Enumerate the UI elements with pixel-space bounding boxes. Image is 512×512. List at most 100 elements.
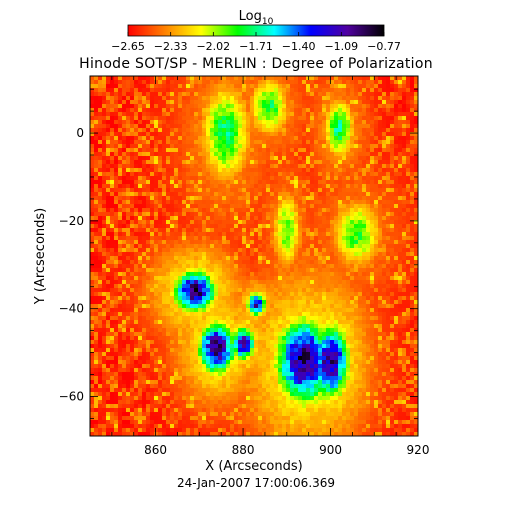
heatmap-cell — [110, 200, 115, 205]
heatmap-cell — [302, 256, 307, 261]
heatmap-cell — [174, 252, 179, 257]
heatmap-cell — [166, 112, 171, 117]
heatmap-cell — [390, 132, 395, 137]
heatmap-cell — [270, 224, 275, 229]
heatmap-cell — [262, 208, 267, 213]
heatmap-cell — [342, 124, 347, 129]
heatmap-cell — [246, 88, 251, 93]
heatmap-cell — [198, 244, 203, 249]
heatmap-cell — [226, 88, 231, 93]
heatmap-cell — [330, 176, 335, 181]
heatmap-cell — [98, 148, 103, 153]
heatmap-cell — [374, 160, 379, 165]
heatmap-cell — [114, 104, 119, 109]
heatmap-cell — [222, 144, 227, 149]
heatmap-cell — [138, 100, 143, 105]
heatmap-cell — [170, 184, 175, 189]
heatmap-cell — [354, 168, 359, 173]
heatmap-cell — [334, 160, 339, 165]
heatmap-cell — [242, 92, 247, 97]
heatmap-cell — [90, 264, 95, 269]
heatmap-cell — [274, 124, 279, 129]
heatmap-cell — [122, 316, 127, 321]
heatmap-cell — [166, 300, 171, 305]
heatmap-cell — [346, 280, 351, 285]
heatmap-cell — [194, 100, 199, 105]
heatmap-cell — [110, 236, 115, 241]
heatmap-cell — [374, 192, 379, 197]
heatmap-cell — [90, 128, 95, 133]
heatmap-cell — [374, 252, 379, 257]
heatmap-cell — [134, 300, 139, 305]
heatmap-cell — [198, 76, 203, 81]
heatmap-cell — [314, 240, 319, 245]
heatmap-cell — [250, 164, 255, 169]
heatmap-cell — [122, 288, 127, 293]
heatmap-cell — [362, 248, 367, 253]
heatmap-cell — [374, 200, 379, 205]
heatmap-cell — [114, 224, 119, 229]
heatmap-cell — [394, 84, 399, 89]
heatmap-cell — [174, 200, 179, 205]
heatmap-cell — [154, 128, 159, 133]
heatmap-cell — [242, 100, 247, 105]
heatmap-cell — [254, 200, 259, 205]
heatmap-cell — [214, 216, 219, 221]
heatmap-cell — [214, 308, 219, 313]
heatmap-cell — [262, 316, 267, 321]
heatmap-cell — [326, 276, 331, 281]
heatmap-cell — [94, 100, 99, 105]
heatmap-cell — [318, 168, 323, 173]
heatmap-cell — [294, 80, 299, 85]
heatmap-cell — [342, 256, 347, 261]
heatmap-cell — [218, 296, 223, 301]
heatmap-cell — [414, 140, 418, 145]
heatmap-cell — [166, 184, 171, 189]
heatmap-cell — [222, 304, 227, 309]
heatmap-cell — [198, 240, 203, 245]
heatmap-cell — [130, 224, 135, 229]
heatmap-cell — [106, 104, 111, 109]
heatmap-cell — [166, 192, 171, 197]
heatmap-cell — [150, 264, 155, 269]
heatmap-cell — [186, 292, 191, 297]
heatmap-cell — [146, 88, 151, 93]
heatmap-cell — [358, 96, 363, 101]
heatmap-cell — [378, 200, 383, 205]
heatmap-cell — [90, 260, 95, 265]
heatmap-cell — [310, 140, 315, 145]
heatmap-cell — [214, 208, 219, 213]
heatmap-cell — [262, 228, 267, 233]
heatmap-cell — [162, 308, 167, 313]
heatmap-cell — [358, 240, 363, 245]
heatmap-cell — [226, 192, 231, 197]
heatmap-cell — [94, 196, 99, 201]
heatmap-cell — [374, 296, 379, 301]
heatmap-cell — [242, 312, 247, 317]
heatmap-cell — [182, 296, 187, 301]
heatmap-cell — [410, 84, 415, 89]
heatmap-cell — [174, 128, 179, 133]
heatmap-cell — [198, 132, 203, 137]
heatmap-cell — [350, 284, 355, 289]
heatmap-cell — [90, 224, 95, 229]
heatmap-cell — [110, 136, 115, 141]
heatmap-cell — [374, 128, 379, 133]
heatmap-cell — [270, 268, 275, 273]
heatmap-cell — [402, 136, 407, 141]
heatmap-cell — [382, 76, 387, 81]
heatmap-cell — [126, 136, 131, 141]
heatmap-cell — [202, 148, 207, 153]
heatmap-cell — [186, 112, 191, 117]
heatmap-cell — [242, 152, 247, 157]
heatmap-cell — [410, 248, 415, 253]
heatmap-cell — [134, 100, 139, 105]
heatmap-cell — [174, 248, 179, 253]
heatmap-cell — [342, 128, 347, 133]
heatmap-cell — [290, 284, 295, 289]
heatmap-cell — [110, 316, 115, 321]
heatmap-cell — [398, 292, 403, 297]
heatmap-cell — [386, 280, 391, 285]
heatmap-cell — [358, 152, 363, 157]
heatmap-cell — [254, 92, 259, 97]
